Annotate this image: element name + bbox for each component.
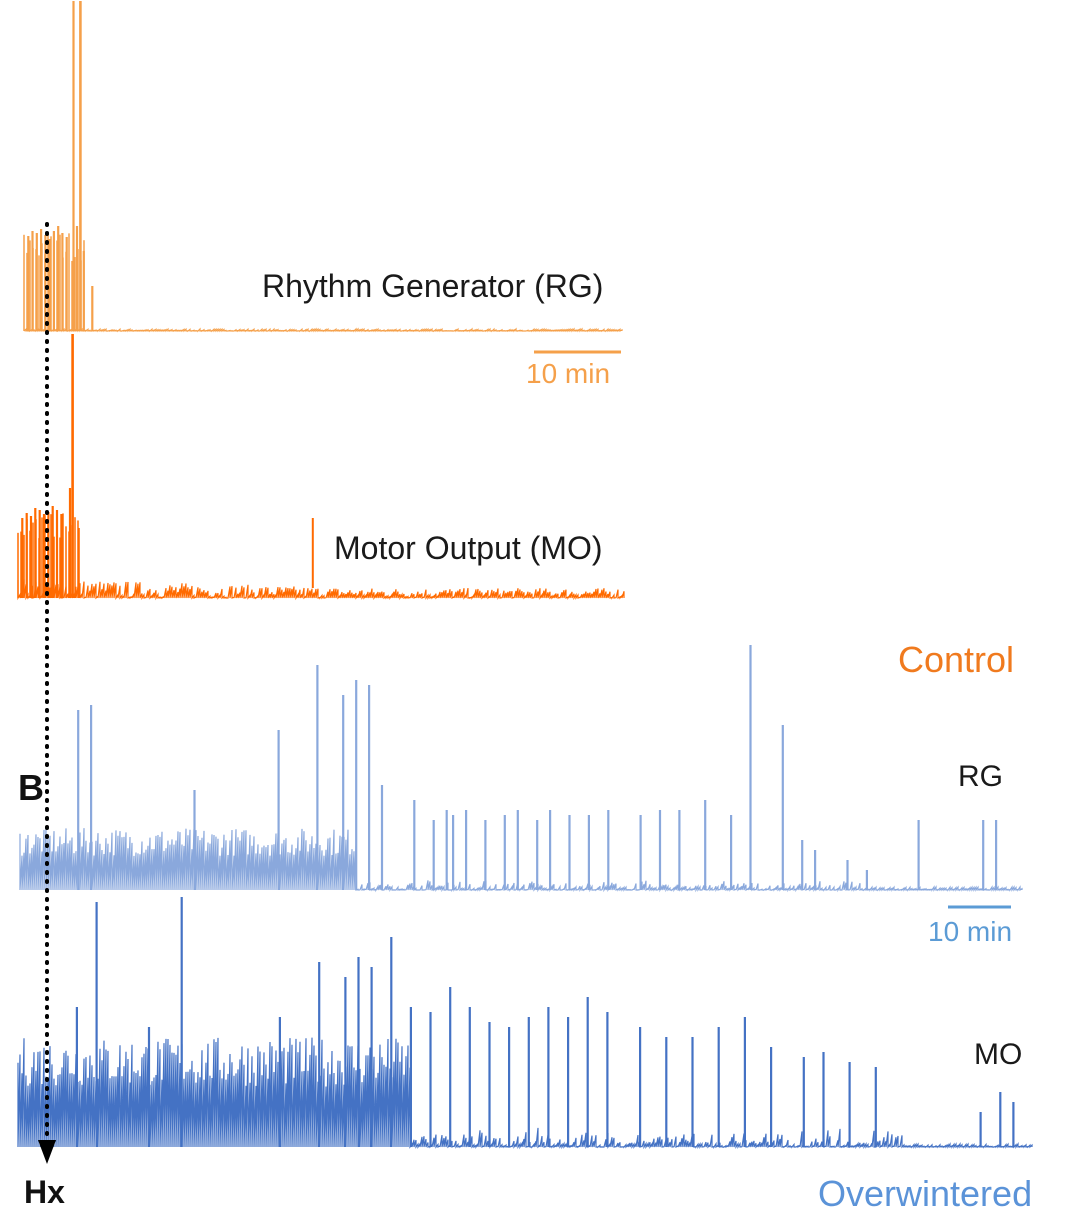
trace-label-overwintered-mo: MO — [974, 1038, 1023, 1071]
trace-baseline — [17, 1037, 1033, 1150]
trace-label-control-mo: Motor Output (MO) — [334, 530, 603, 566]
panel-label: B — [18, 767, 44, 808]
scale-bar-label-control: 10 min — [526, 358, 611, 389]
trace-baseline — [17, 579, 625, 601]
scale-bar-label-overwintered: 10 min — [928, 916, 1013, 947]
trace-control-mo — [17, 334, 625, 601]
hx-arrowhead-icon — [38, 1140, 56, 1164]
group-label-control: Control — [898, 639, 1015, 680]
trace-label-overwintered-rg: RG — [958, 760, 1003, 793]
trace-label-control-rg: Rhythm Generator (RG) — [262, 268, 604, 304]
trace-overwintered-rg — [19, 645, 1023, 893]
trace-baseline — [19, 828, 1023, 893]
trace-baseline — [23, 327, 623, 333]
event-label-hx: Hx — [24, 1174, 65, 1210]
traces-layer — [17, 1, 1033, 1150]
trace-overwintered-mo — [17, 897, 1033, 1150]
trace-control-rg — [23, 1, 623, 333]
group-label-overwintered: Overwintered — [818, 1173, 1033, 1214]
